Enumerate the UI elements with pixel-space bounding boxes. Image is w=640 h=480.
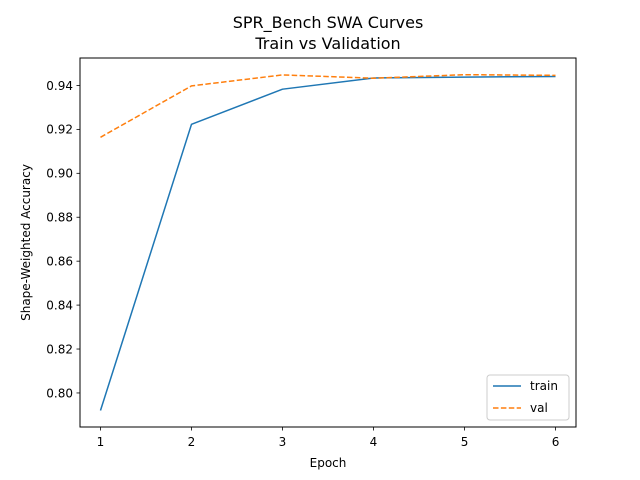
- legend: train val: [486, 374, 570, 421]
- plot-lines: [99, 73, 556, 411]
- x-tick-label: 6: [552, 435, 560, 449]
- x-axis-ticks: 1 2 3 4 5 6: [97, 427, 560, 449]
- y-tick-label: 0.94: [46, 79, 73, 93]
- chart-title: SPR_Bench SWA Curves: [233, 13, 424, 33]
- legend-label-val: val: [530, 401, 548, 415]
- x-tick-label: 5: [461, 435, 469, 449]
- y-tick-label: 0.92: [46, 123, 73, 137]
- x-axis-label: Epoch: [310, 456, 347, 470]
- x-tick-label: 1: [97, 435, 105, 449]
- plot-frame: [79, 57, 577, 428]
- x-tick-label: 2: [188, 435, 196, 449]
- y-axis-ticks: 0.80 0.82 0.84 0.86 0.88 0.90 0.92 0.94: [46, 79, 80, 400]
- series-line-train: [99, 75, 556, 411]
- chart-subtitle: Train vs Validation: [254, 34, 400, 53]
- y-tick-label: 0.90: [46, 167, 73, 181]
- y-tick-label: 0.82: [46, 342, 73, 356]
- y-tick-label: 0.80: [46, 386, 73, 400]
- x-tick-label: 4: [370, 435, 378, 449]
- legend-label-train: train: [530, 379, 558, 393]
- y-axis-label: Shape-Weighted Accuracy: [19, 164, 33, 321]
- y-tick-label: 0.88: [46, 211, 73, 225]
- y-tick-label: 0.86: [46, 254, 73, 268]
- y-tick-label: 0.84: [46, 298, 73, 312]
- series-line-val: [100, 73, 556, 138]
- x-tick-label: 3: [279, 435, 287, 449]
